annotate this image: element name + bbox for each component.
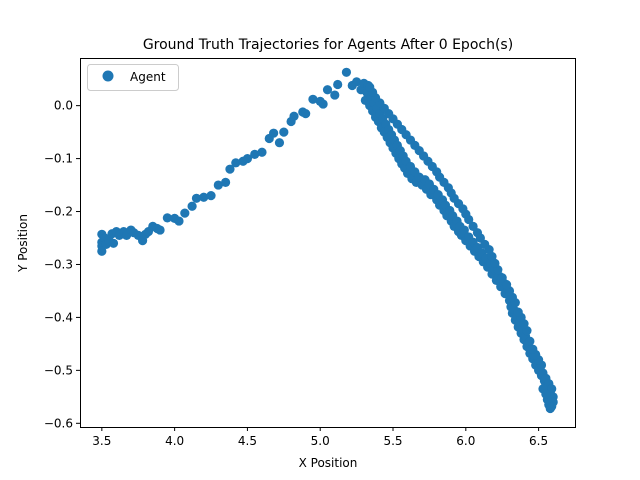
y-axis-label: Y Position: [16, 214, 30, 273]
data-point: [318, 99, 328, 109]
data-point: [468, 221, 478, 231]
x-tick-label: 4.0: [165, 434, 184, 448]
legend: Agent: [87, 64, 179, 91]
x-tick-label: 5.5: [383, 434, 402, 448]
data-point: [199, 192, 209, 202]
data-point: [528, 344, 538, 354]
data-point: [108, 238, 119, 248]
data-point: [301, 108, 311, 119]
legend-marker-agent: [102, 70, 114, 82]
data-point: [191, 193, 202, 203]
data-point: [206, 191, 216, 201]
legend-label-agent: Agent: [130, 70, 166, 84]
y-tick-label: −0.5: [44, 363, 73, 377]
data-point: [225, 164, 235, 174]
data-point: [487, 251, 497, 262]
y-tick-label: −0.3: [44, 257, 73, 271]
y-tick-label: −0.6: [44, 416, 73, 430]
data-point: [490, 258, 500, 269]
x-tick-label: 4.5: [238, 434, 257, 448]
data-point: [274, 138, 285, 148]
data-point: [333, 79, 343, 90]
y-tick-label: −0.2: [44, 205, 73, 219]
data-point: [220, 177, 231, 188]
data-point: [269, 128, 279, 138]
data-point: [341, 67, 352, 77]
data-point: [242, 153, 253, 164]
data-point: [289, 111, 299, 121]
x-tick-label: 6.0: [456, 434, 475, 448]
data-point: [352, 77, 362, 87]
x-tick-label: 3.5: [92, 434, 111, 448]
data-point: [180, 208, 190, 218]
data-point: [497, 273, 507, 283]
data-point: [459, 225, 469, 235]
data-point: [525, 336, 535, 346]
data-point: [513, 307, 523, 317]
data-point: [322, 85, 333, 95]
data-point: [257, 147, 267, 157]
data-point: [162, 213, 172, 223]
data-point: [187, 201, 197, 211]
data-point: [250, 149, 260, 159]
data-point: [365, 82, 375, 92]
data-point: [174, 216, 184, 226]
data-point: [547, 384, 557, 394]
data-point: [155, 225, 165, 235]
chart-title: Ground Truth Trajectories for Agents Aft…: [143, 37, 513, 53]
data-point: [330, 90, 340, 100]
y-tick-label: −0.1: [44, 152, 73, 166]
data-point: [97, 246, 107, 256]
data-point: [279, 127, 289, 137]
y-tick-label: 0.0: [54, 99, 73, 113]
axis-ticks: 3.5 4.0 4.5 5.0 5.5 6.0 6.5 0.0 −0.1 −0.2 −0.3 −0.4…: [44, 99, 548, 448]
data-points: [97, 67, 558, 414]
plot-frame: [80, 58, 576, 428]
data-point: [501, 279, 512, 290]
data-point: [231, 158, 241, 168]
data-point: [538, 384, 548, 394]
x-tick-label: 5.0: [311, 434, 330, 448]
x-tick-label: 6.5: [529, 434, 548, 448]
data-point: [522, 326, 532, 336]
x-axis-label: X Position: [299, 456, 358, 470]
data-point: [308, 94, 318, 104]
data-point: [213, 180, 223, 190]
y-tick-label: −0.4: [44, 310, 73, 324]
